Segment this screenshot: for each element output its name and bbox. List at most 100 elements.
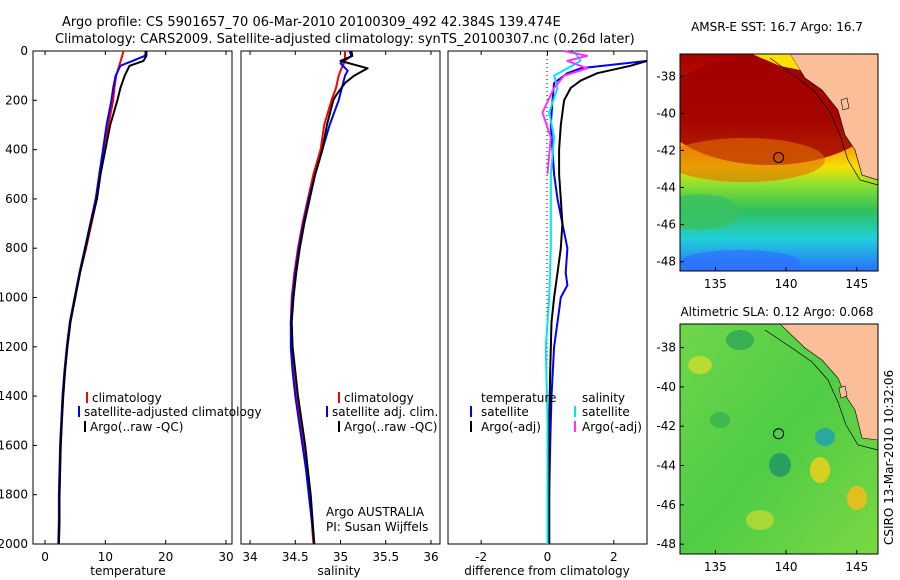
sst-map-frame <box>679 53 879 272</box>
legend-swatch-temp-argo <box>470 421 472 432</box>
series-line <box>541 50 589 175</box>
y-tick-label: -42 <box>656 143 676 157</box>
figure-title-line1: Argo profile: CS 5901657_70 06-Mar-2010 … <box>62 15 561 30</box>
sla-map-ticks: 135 140 145 -38 -40 -42 -44 -46 -48 <box>656 341 868 574</box>
legend-swatch-satellite <box>326 406 328 417</box>
series-line <box>548 59 648 544</box>
difference-series <box>541 50 648 544</box>
salinity-axis-ticks: 34 34.5 35 35.5 36 <box>242 51 439 564</box>
sst-cool-patch <box>680 194 740 230</box>
sla-map-panel: Altimetric SLA: 0.12 Argo: 0.068 135 140 1… <box>656 305 879 574</box>
y-tick-label: 600 <box>5 192 28 206</box>
x-tick-label: 35.5 <box>372 550 399 564</box>
sla-map-frame <box>679 323 879 555</box>
sla-high-2 <box>847 486 867 510</box>
legend-label-argo: Argo(..raw -QC) <box>90 420 183 434</box>
x-tick-label: 0 <box>41 550 49 564</box>
difference-panel: -2 0 2 difference from climatology tempera… <box>447 50 648 578</box>
y-tick-label: 200 <box>5 93 28 107</box>
y-tick-label: -40 <box>656 106 676 120</box>
legend-label-satellite: satellite adj. clim. <box>332 405 438 419</box>
x-tick-label: 35 <box>333 550 348 564</box>
sla-high-1 <box>810 457 830 483</box>
legend-swatch-sal-argo <box>574 421 576 432</box>
legend-label-sal-argo: Argo(-adj) <box>582 420 642 434</box>
series-line <box>289 50 353 545</box>
y-tick-label: 1600 <box>0 438 28 452</box>
sst-map-panel: AMSR-E SST: 16.7 Argo: 16.7 135 140 145 -38… <box>656 20 879 291</box>
salinity-axis-label: salinity <box>317 564 360 578</box>
legend-swatch-argo <box>338 421 340 432</box>
temperature-axes-frame <box>32 50 233 545</box>
x-tick-label: 145 <box>845 277 868 291</box>
legend-label-climatology: climatology <box>344 391 414 405</box>
legend-label-argo: Argo(..raw -QC) <box>344 420 437 434</box>
sla-map-title: Altimetric SLA: 0.12 Argo: 0.068 <box>680 305 873 319</box>
legend-swatch-argo <box>84 421 86 432</box>
legend-swatch-satellite <box>78 406 80 417</box>
temperature-panel: 0 200 400 600 800 1000 1200 1400 1600 1800 2000 0 1… <box>0 44 262 578</box>
y-tick-label: -42 <box>656 419 676 433</box>
salinity-legend: climatology satellite adj. clim. Argo(..… <box>326 391 438 434</box>
sla-land <box>779 324 878 441</box>
legend-label-satellite: satellite-adjusted climatology <box>84 405 262 419</box>
sst-map-title: AMSR-E SST: 16.7 Argo: 16.7 <box>691 20 863 34</box>
x-tick-label: 20 <box>158 550 173 564</box>
legend-swatch-temp-satellite <box>470 406 472 417</box>
y-tick-label: -48 <box>656 537 676 551</box>
x-tick-label: 36 <box>423 550 438 564</box>
legend-label-temp-satellite: satellite <box>481 405 529 419</box>
temperature-axis-ticks: 0 10 20 30 <box>41 51 234 564</box>
argo-float-marker <box>773 428 785 440</box>
legend-label-sal-satellite: satellite <box>582 405 630 419</box>
legend-swatch-climatology <box>338 392 340 403</box>
sla-shelf-contour <box>764 329 878 451</box>
x-tick-label: 135 <box>704 560 727 574</box>
x-tick-label: 34.5 <box>282 550 309 564</box>
sst-shelf-contour <box>769 57 878 186</box>
sla-high-4 <box>746 510 774 530</box>
legend-label-temp-argo: Argo(-adj) <box>481 420 541 434</box>
sla-low-2 <box>726 330 754 350</box>
sla-heatmap <box>680 324 878 554</box>
series-line <box>544 50 582 544</box>
credit-line1: Argo AUSTRALIA <box>326 505 425 519</box>
x-tick-label: 0 <box>544 550 552 564</box>
sla-island <box>838 385 848 399</box>
y-tick-label: 0 <box>20 44 28 58</box>
y-tick-label: 2000 <box>0 537 28 551</box>
legend-label-climatology: climatology <box>92 391 162 405</box>
series-line <box>57 51 148 545</box>
argo-float-marker <box>773 151 785 163</box>
y-tick-label: 1400 <box>0 389 28 403</box>
figure-title-line2: Climatology: CARS2009. Satellite-adjuste… <box>55 32 635 47</box>
difference-axis-label: difference from climatology <box>464 564 630 578</box>
series-line <box>57 50 147 545</box>
series-line <box>289 51 346 545</box>
difference-legend: temperature salinity satellite Argo(-adj… <box>470 391 642 434</box>
temperature-axis-label: temperature <box>90 564 165 578</box>
legend-header-salinity: salinity <box>582 391 625 405</box>
y-tick-label: -38 <box>656 341 676 355</box>
sst-island <box>840 97 850 111</box>
series-line <box>57 50 125 545</box>
y-tick-label: 400 <box>5 143 28 157</box>
legend-swatch-sal-satellite <box>574 406 576 417</box>
y-tick-label: 1800 <box>0 488 28 502</box>
legend-header-temperature: temperature <box>481 391 556 405</box>
credit-line2: PI: Susan Wijffels <box>326 520 428 534</box>
salinity-panel: 34 34.5 35 35.5 36 salinity climatology sate… <box>240 50 441 578</box>
legend-swatch-climatology <box>86 392 88 403</box>
depth-axis-ticks: 0 200 400 600 800 1000 1200 1400 1600 1800 2000 <box>0 44 37 551</box>
sst-land <box>789 54 878 181</box>
y-tick-label: -48 <box>656 255 676 269</box>
y-tick-label: 800 <box>5 241 28 255</box>
y-tick-label: -40 <box>656 380 676 394</box>
series-line <box>548 59 648 544</box>
y-tick-label: 1000 <box>0 291 28 305</box>
x-tick-label: 135 <box>704 277 727 291</box>
x-tick-label: 2 <box>610 550 618 564</box>
y-tick-label: -44 <box>656 459 676 473</box>
sst-front <box>680 138 825 182</box>
